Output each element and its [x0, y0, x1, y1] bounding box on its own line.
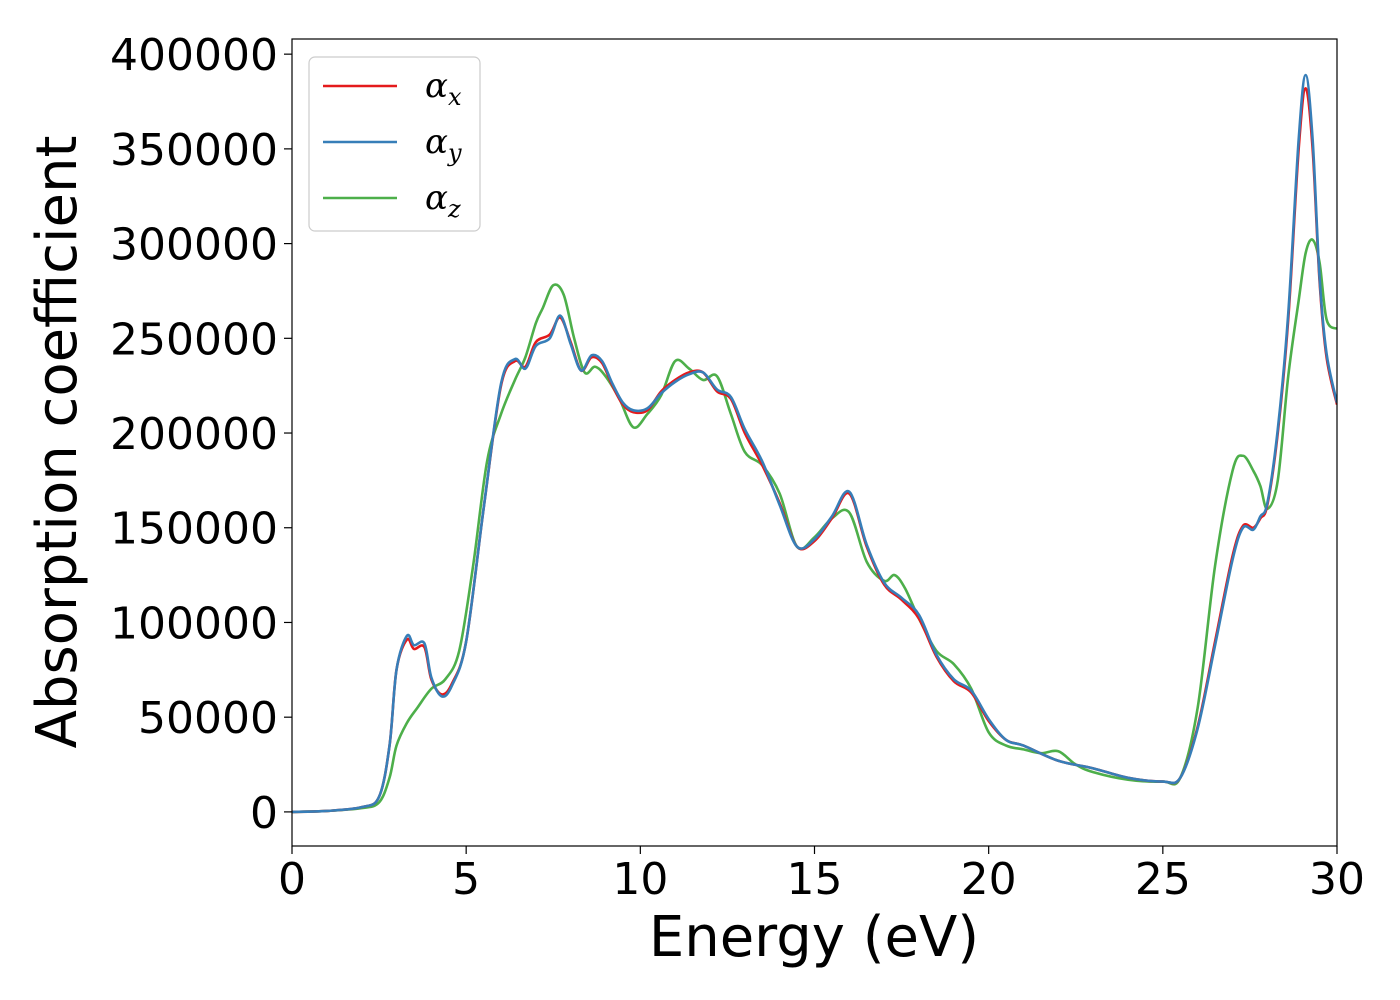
x-tick-label: 30 — [1309, 854, 1365, 905]
legend-frame — [308, 56, 481, 232]
y-tick-label: 400000 — [110, 30, 278, 81]
x-tick-label: 10 — [612, 854, 668, 905]
y-tick-label: 150000 — [110, 504, 278, 555]
legend-label-x: αx — [425, 66, 462, 111]
x-ticks: 0 5 10 15 20 25 30 — [278, 846, 1365, 905]
x-tick-label: 20 — [961, 854, 1017, 905]
y-axis-title: Absorption coefficient — [25, 136, 90, 749]
y-tick-label: 100000 — [110, 598, 278, 649]
x-axis-title: Energy (eV) — [649, 905, 979, 970]
legend-label-y: αy — [425, 122, 462, 167]
x-tick-label: 0 — [278, 854, 306, 905]
x-tick-label: 25 — [1135, 854, 1191, 905]
x-tick-label: 15 — [787, 854, 843, 905]
y-tick-label: 250000 — [110, 314, 278, 365]
plot-area-frame — [291, 38, 1338, 847]
x-tick-label: 5 — [452, 854, 480, 905]
series-layer — [292, 73, 1337, 814]
y-ticks: 0 50000 100000 150000 200000 250000 300000 3500… — [110, 30, 292, 839]
series-line-z — [292, 238, 1337, 814]
y-tick-label: 0 — [250, 788, 278, 839]
y-tick-label: 200000 — [110, 409, 278, 460]
series-line-y — [292, 73, 1337, 814]
legend-label-z: αz — [425, 178, 461, 223]
y-tick-label: 300000 — [110, 220, 278, 271]
y-tick-label: 50000 — [138, 693, 278, 744]
y-tick-label: 350000 — [110, 125, 278, 176]
legend: αx αy αz — [308, 56, 481, 232]
